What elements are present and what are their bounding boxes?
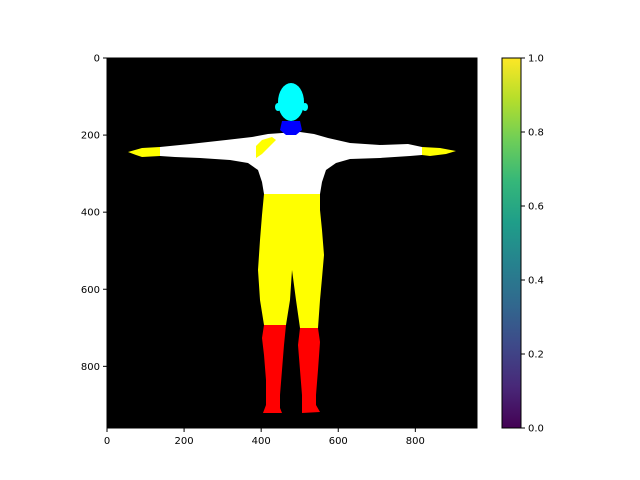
- colorbar-tick-label-3: 0.6: [528, 202, 544, 213]
- colorbar-tick-label-0: 0.0: [528, 424, 544, 435]
- segment-hips-and-thighs: [258, 194, 324, 328]
- colorbar-tick-label-5: 1.0: [528, 54, 544, 65]
- colorbar-gradient: [502, 58, 521, 428]
- segment-left-hand: [128, 147, 160, 157]
- body-silhouette: [128, 83, 456, 413]
- segment-right-hand: [422, 147, 456, 156]
- x-axis-ticks: 0 200 400 600 800: [104, 428, 425, 447]
- y-axis-ticks: 0 200 400 600 800: [81, 54, 107, 373]
- y-tick-label-4: 800: [81, 362, 100, 373]
- x-tick-label-3: 600: [329, 436, 348, 447]
- segment-torso-and-arms: [160, 132, 422, 194]
- x-tick-label-2: 400: [252, 436, 271, 447]
- segment-head-ear-right: [302, 103, 308, 111]
- colorbar-tick-label-1: 0.2: [528, 350, 544, 361]
- x-tick-label-1: 200: [175, 436, 194, 447]
- colorbar-frame: [501, 57, 522, 429]
- y-tick-label-0: 0: [94, 54, 100, 65]
- colorbar-tick-label-2: 0.4: [528, 276, 544, 287]
- y-tick-label-2: 400: [81, 208, 100, 219]
- x-tick-label-4: 800: [406, 436, 425, 447]
- segment-left-lower-leg: [262, 325, 286, 413]
- image-axes: 0 200 400 600 800 0 200 400 600 800: [81, 54, 478, 447]
- y-tick-label-1: 200: [81, 131, 100, 142]
- colorbar: 0.0 0.2 0.4 0.6 0.8 1.0: [501, 54, 544, 435]
- y-tick-label-3: 600: [81, 285, 100, 296]
- x-tick-label-0: 0: [104, 436, 110, 447]
- segment-right-lower-leg: [298, 328, 320, 413]
- segment-head: [278, 83, 304, 121]
- colorbar-ticks: 0.0 0.2 0.4 0.6 0.8 1.0: [521, 54, 544, 435]
- segment-head-ear-left: [275, 103, 281, 111]
- colorbar-tick-label-4: 0.8: [528, 128, 544, 139]
- segment-neck: [280, 121, 302, 135]
- segment-shoulder-patch: [256, 137, 276, 158]
- image-frame: [106, 57, 478, 429]
